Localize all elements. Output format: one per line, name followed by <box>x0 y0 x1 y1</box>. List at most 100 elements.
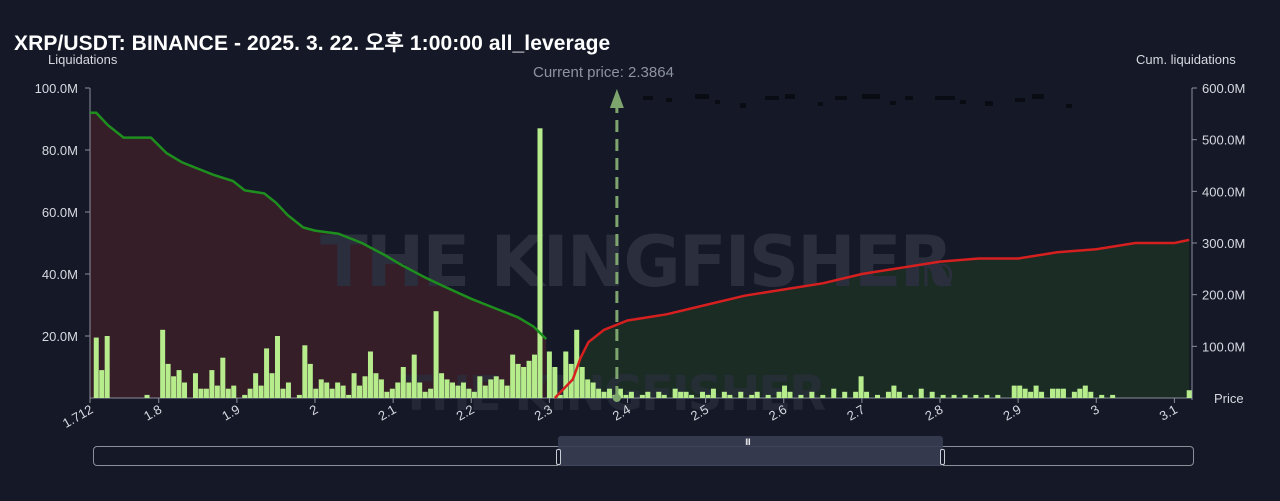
liquidation-bar <box>214 385 220 398</box>
y-right-tick-label: 600.0M <box>1202 81 1245 96</box>
x-tick-label: 1.8 <box>141 402 164 424</box>
x-tick-label: 1.9 <box>219 402 242 424</box>
liquidation-bar <box>242 394 248 398</box>
liquidation-bar <box>754 391 760 398</box>
cum-right-line <box>553 238 1190 399</box>
liquidation-bar <box>171 376 177 398</box>
liquidation-bar <box>378 379 384 398</box>
range-handle-left[interactable] <box>556 449 561 465</box>
liquidation-bar <box>225 388 231 398</box>
liquidation-bar <box>678 391 684 398</box>
liquidation-bar <box>546 351 552 398</box>
liquidation-bar <box>302 345 308 398</box>
liquidation-bar <box>787 391 793 398</box>
range-grip-icon[interactable]: III <box>745 438 751 448</box>
y-right-tick-label: 200.0M <box>1202 288 1245 303</box>
liquidation-bar <box>209 370 215 398</box>
y-left-tick-label: 100.0M <box>35 81 78 96</box>
liquidation-bar <box>493 376 499 398</box>
liquidation-bar <box>93 337 99 398</box>
x-tick-label: 2.1 <box>375 402 398 424</box>
cum-right-area <box>554 239 1190 398</box>
liquidation-bar <box>318 379 324 398</box>
liquidation-bar <box>203 388 209 398</box>
liquidation-bar <box>984 394 990 398</box>
liquidation-bar <box>247 388 253 398</box>
range-window[interactable] <box>558 436 943 466</box>
liquidation-bar <box>324 382 330 398</box>
liquidation-bar <box>307 363 313 398</box>
liquidation-bar <box>417 382 423 398</box>
liquidation-bar <box>557 394 563 398</box>
liquidation-bar <box>940 394 946 398</box>
range-handle-right[interactable] <box>940 449 945 465</box>
liquidation-bar <box>499 379 505 398</box>
y-right-tick-label: 100.0M <box>1202 339 1245 354</box>
liquidation-bar <box>335 382 341 398</box>
liquidation-bar <box>488 379 494 398</box>
liquidation-bar <box>439 373 445 398</box>
liquidation-bar <box>313 388 319 398</box>
x-tick-label: 2.8 <box>922 402 945 424</box>
liquidation-bar <box>165 363 171 398</box>
liquidation-bar <box>367 351 373 398</box>
liquidation-bar <box>532 354 538 398</box>
liquidation-bar <box>1082 385 1088 398</box>
liquidation-bar <box>891 385 897 398</box>
liquidation-bar <box>776 391 782 398</box>
liquidation-bar <box>656 391 662 398</box>
y-left-tick-label: 60.0M <box>42 205 78 220</box>
right-axis-label: Cum. liquidations <box>1136 52 1236 67</box>
liquidation-bar <box>842 391 848 398</box>
liquidation-bar <box>329 388 335 398</box>
current-price-dot <box>612 394 621 402</box>
current-price-arrow-icon <box>609 89 624 108</box>
liquidation-bar <box>596 388 602 398</box>
liquidation-bar <box>683 391 689 398</box>
liquidation-bar <box>1028 391 1034 398</box>
liquidation-bar <box>406 382 412 398</box>
liquidation-bar <box>275 336 280 398</box>
liquidation-bar <box>389 388 395 398</box>
y-right-tick-label: 400.0M <box>1202 184 1245 199</box>
liquidation-bar <box>537 128 543 399</box>
liquidation-bar <box>1050 388 1055 398</box>
liquidation-bar <box>809 391 815 398</box>
liquidation-bar <box>1022 388 1028 398</box>
x-tick-label: 3 <box>1088 402 1102 419</box>
liquidation-bar <box>411 354 417 398</box>
liquidation-bar <box>285 382 291 398</box>
liquidation-bar <box>1060 388 1066 398</box>
liquidation-bar <box>628 391 634 398</box>
liquidation-bar <box>749 394 755 398</box>
liquidation-bar <box>661 394 667 398</box>
liquidation-bar <box>384 391 390 398</box>
liquidation-bar <box>466 388 472 398</box>
watermark-text: THE KINGFISHER <box>320 221 953 303</box>
liquidation-bar <box>1039 391 1045 398</box>
liquidation-bar <box>471 391 477 398</box>
liquidation-bar <box>521 367 527 398</box>
liquidation-bar <box>482 385 488 398</box>
x-tick-label: 2 <box>307 402 321 419</box>
y-left-tick-label: 80.0M <box>42 143 78 158</box>
liquidation-bar <box>875 394 880 398</box>
liquidation-bar <box>1017 385 1023 398</box>
x-tick-label: 2.7 <box>844 402 867 424</box>
liquidation-bar <box>907 394 913 398</box>
liquidation-bar <box>198 388 204 398</box>
liquidation-bar <box>896 391 902 398</box>
liquidation-bar <box>727 394 733 398</box>
liquidation-bar <box>357 385 363 398</box>
liquidation-bar <box>590 382 596 398</box>
liquidation-bar <box>1088 391 1094 398</box>
liquidation-bar <box>710 388 716 398</box>
liquidation-bar <box>1055 388 1061 398</box>
liquidation-bar <box>563 351 569 398</box>
liquidation-bar <box>400 367 406 398</box>
liquidation-bar <box>182 382 188 398</box>
liquidation-bar <box>858 376 864 398</box>
liquidation-bar <box>552 367 558 398</box>
x-axis-label: Price <box>1214 391 1244 406</box>
